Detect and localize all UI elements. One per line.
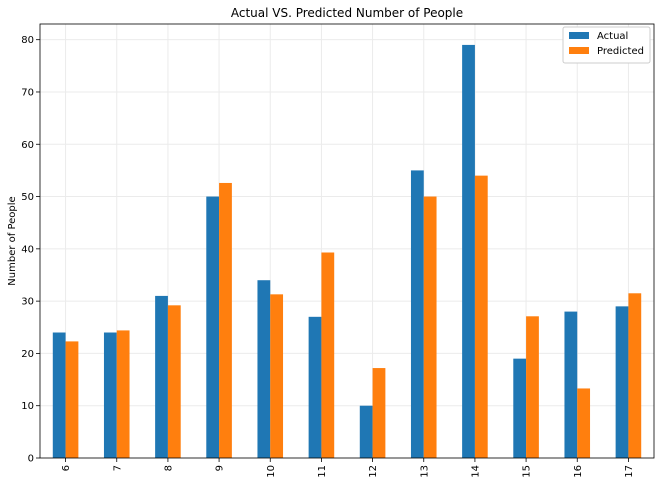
bar-predicted-15 [526, 316, 539, 458]
y-tick-label: 20 [21, 349, 34, 360]
bar-predicted-13 [423, 196, 437, 459]
bar-predicted-16 [577, 388, 591, 458]
y-tick-label: 10 [21, 401, 34, 412]
x-tick-label: 16 [573, 465, 584, 478]
bar-predicted-12 [372, 368, 386, 458]
y-axis-label: Number of People [7, 196, 18, 285]
bar-predicted-14 [474, 175, 488, 458]
bar-predicted-6 [65, 341, 79, 458]
y-tick-label: 40 [21, 244, 34, 255]
bar-actual-16 [564, 311, 578, 458]
bar-actual-9 [206, 196, 220, 459]
bar-actual-14 [462, 44, 475, 459]
bar-predicted-8 [167, 305, 181, 458]
bars-group [52, 44, 642, 459]
y-tick-label: 0 [28, 454, 34, 465]
legend-label-actual: Actual [597, 31, 628, 42]
bar-predicted-10 [270, 294, 284, 458]
y-tick-label: 80 [21, 35, 34, 46]
y-tick-label: 50 [21, 192, 34, 203]
x-tick-label: 12 [368, 465, 379, 478]
y-tick-label: 70 [21, 87, 34, 98]
bar-predicted-11 [321, 252, 335, 458]
bar-predicted-7 [116, 330, 130, 458]
x-tick-label: 7 [112, 465, 123, 471]
chart-title: Actual VS. Predicted Number of People [231, 6, 463, 20]
legend: Actual Predicted [562, 26, 651, 64]
y-tick-label: 30 [21, 297, 34, 308]
bar-actual-13 [410, 170, 424, 458]
legend-label-predicted: Predicted [597, 46, 644, 57]
bar-actual-10 [257, 280, 271, 458]
x-tick-label: 10 [266, 465, 277, 478]
x-axis-ticks: 6 7 8 9 10 11 12 13 14 15 16 17 [61, 458, 635, 478]
bar-actual-11 [308, 316, 322, 458]
x-tick-label: 17 [624, 465, 635, 478]
x-tick-label: 14 [470, 465, 481, 478]
bar-actual-15 [513, 358, 527, 458]
plot-frame [39, 23, 655, 459]
legend-swatch-actual [569, 32, 589, 39]
bar-predicted-17 [628, 293, 642, 458]
x-tick-label: 15 [522, 465, 533, 478]
bar-predicted-9 [219, 182, 232, 458]
bar-actual-8 [155, 295, 168, 458]
bar-actual-12 [359, 405, 373, 458]
y-tick-label: 60 [21, 140, 34, 151]
bar-actual-6 [52, 332, 66, 458]
x-tick-label: 8 [163, 465, 174, 471]
legend-swatch-predicted [569, 47, 589, 54]
y-axis-ticks: 0 10 20 30 40 50 60 70 80 [21, 35, 40, 465]
x-tick-label: 13 [419, 465, 430, 478]
x-tick-label: 9 [215, 465, 226, 471]
x-tick-label: 11 [317, 465, 328, 478]
x-tick-label: 6 [61, 465, 72, 471]
bar-actual-7 [103, 332, 117, 458]
bar-actual-17 [615, 306, 629, 458]
